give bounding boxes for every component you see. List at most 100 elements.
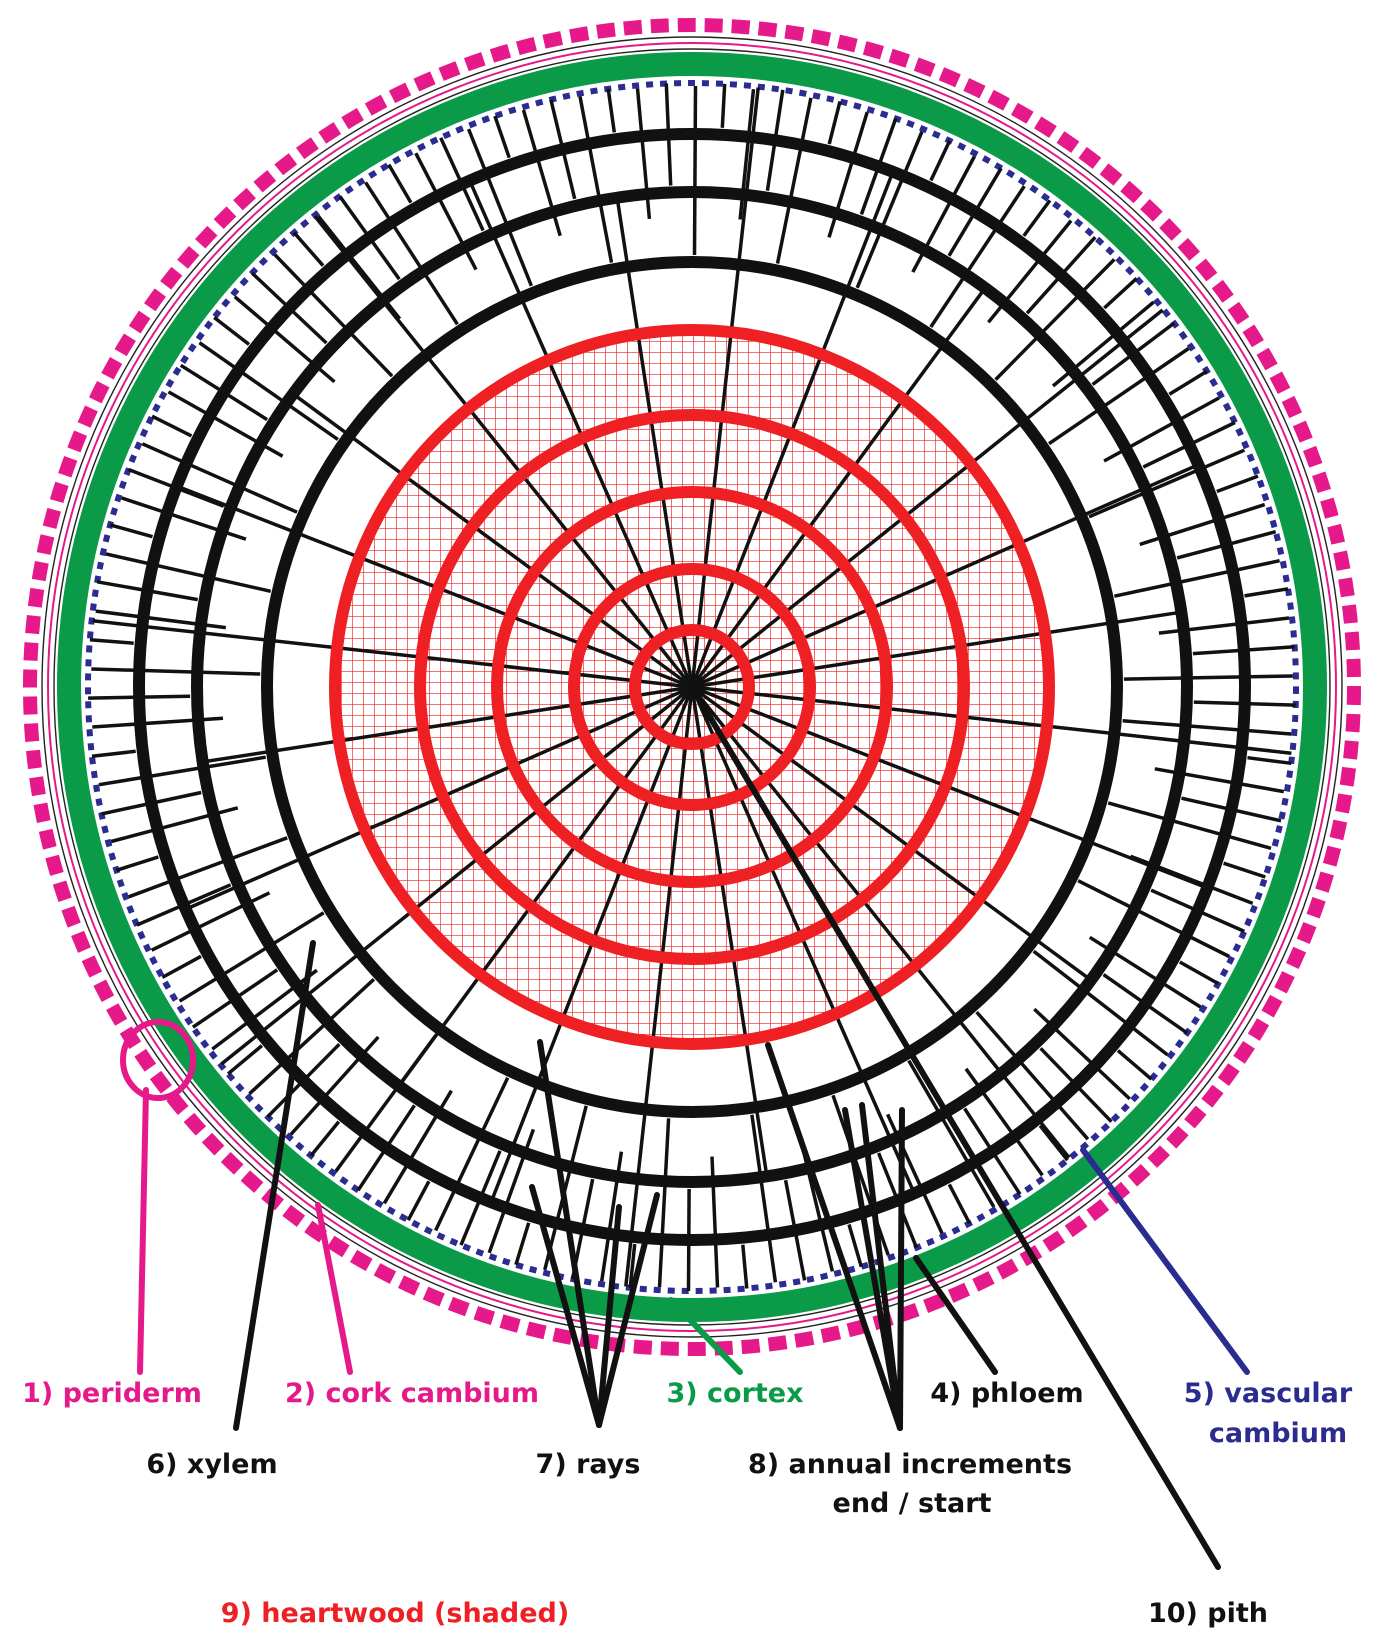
ray-short: [434, 1076, 510, 1232]
label-cortex: 3) cortex: [666, 1378, 803, 1409]
ray-short: [309, 1120, 341, 1157]
ray-short: [1114, 558, 1280, 598]
label-phloem: 4) phloem: [930, 1378, 1083, 1409]
label-vascular-cambium-line1: 5) vascular: [1184, 1378, 1353, 1409]
ray-short: [543, 1105, 588, 1271]
ray-short: [466, 128, 534, 287]
ray-short: [364, 181, 459, 326]
ray-short: [578, 96, 614, 263]
ray-short: [907, 1059, 996, 1208]
ray-long: [691, 685, 1292, 755]
leader-rays-2: [529, 1184, 602, 1428]
label-xylem: 6) xylem: [146, 1449, 277, 1480]
ray-short: [847, 1224, 863, 1268]
heartwood-ring: [329, 324, 1055, 1050]
ray-long: [690, 686, 770, 1180]
ray-short: [198, 341, 339, 441]
sapwood-ring: [261, 256, 1123, 1118]
leader-periderm: [137, 1087, 149, 1375]
ray-short: [1103, 277, 1138, 310]
label-pith: 10) pith: [1148, 1598, 1268, 1629]
ray-short: [141, 442, 298, 514]
leader-pith: [689, 684, 1221, 1570]
ray-long: [395, 685, 694, 1090]
ray-short: [657, 1118, 671, 1288]
ray-long: [690, 308, 1164, 689]
leader-vascular-cambium: [1080, 1147, 1250, 1375]
ray-short: [493, 115, 511, 159]
ray-short: [109, 523, 153, 539]
ray-short: [1116, 1049, 1153, 1081]
ray-short: [115, 855, 159, 872]
ray-short: [606, 88, 617, 133]
label-periderm: 1) periderm: [22, 1378, 202, 1409]
heartwood-ring: [491, 486, 893, 888]
ray-long: [690, 284, 989, 689]
ray-long: [624, 686, 694, 1287]
ray-long: [199, 685, 693, 765]
ray-short: [1032, 949, 1169, 1057]
sapwood-ring: [133, 128, 1251, 1246]
ray-long: [690, 87, 760, 688]
ray-short: [292, 231, 325, 267]
heartwood-ring: [568, 563, 816, 811]
ray-short: [1168, 369, 1208, 396]
ray-long: [92, 619, 693, 689]
label-vascular-cambium-line2: cambium: [1209, 1418, 1347, 1449]
ray-long: [690, 685, 1071, 1159]
leader-annual-4: [897, 1107, 905, 1431]
ray-short: [1038, 1124, 1069, 1162]
ray-short: [975, 1010, 1090, 1141]
periderm-band: [23, 18, 1361, 1356]
ray-short: [929, 185, 1026, 328]
leader-xylem: [233, 940, 316, 1431]
ray-short: [628, 1243, 637, 1288]
ray-long: [289, 390, 694, 689]
ray-short: [855, 131, 924, 289]
ray-short: [1088, 448, 1246, 519]
ray-long: [313, 215, 694, 689]
ray-short: [947, 1183, 972, 1225]
ray-short: [105, 552, 272, 594]
label-cork-cambium: 2) cork cambium: [285, 1378, 539, 1409]
vascular-cambium-ring: [85, 80, 1299, 1294]
ray-short: [1077, 879, 1230, 959]
ray-short: [91, 667, 261, 676]
label-annual-increments-line1: 8) annual increments: [748, 1449, 1072, 1480]
ray-long: [690, 685, 1095, 984]
ray-short: [273, 253, 394, 378]
label-heartwood: 9) heartwood (shaded): [221, 1598, 569, 1629]
leader-cortex: [668, 1297, 743, 1375]
label-annual-increments-line2: end / start: [833, 1488, 992, 1519]
ray-short: [1123, 674, 1293, 681]
ray-short: [248, 978, 376, 1095]
ray-short: [692, 85, 698, 256]
periderm-highlight-ellipse: [120, 1019, 196, 1101]
ray-short: [161, 954, 202, 979]
heartwood-ring: [414, 409, 970, 965]
ray-short: [91, 749, 136, 759]
ray-long: [691, 609, 1185, 689]
ray-long: [614, 194, 694, 688]
ray-short: [98, 755, 266, 787]
ray-short: [994, 258, 1116, 381]
ray-short: [1022, 199, 1052, 237]
leader-lines: [120, 684, 1250, 1570]
ray-short: [929, 139, 952, 182]
ray-short: [750, 1114, 778, 1283]
ray-short: [213, 316, 251, 346]
cortex-band: [57, 52, 1327, 1322]
ray-short: [406, 1180, 431, 1222]
ray-short: [1107, 801, 1272, 850]
leader-annual-3: [859, 1102, 903, 1431]
leader-phloem: [913, 1255, 998, 1375]
leader-rays-4: [596, 1192, 660, 1428]
ray-short: [514, 1222, 531, 1266]
leader-rays-1: [537, 1039, 602, 1428]
ray-short: [1247, 755, 1292, 766]
leader-annual-1: [765, 1042, 903, 1431]
heartwood-ring: [629, 624, 755, 750]
ray-short: [720, 83, 727, 128]
ray-short: [178, 911, 325, 1003]
